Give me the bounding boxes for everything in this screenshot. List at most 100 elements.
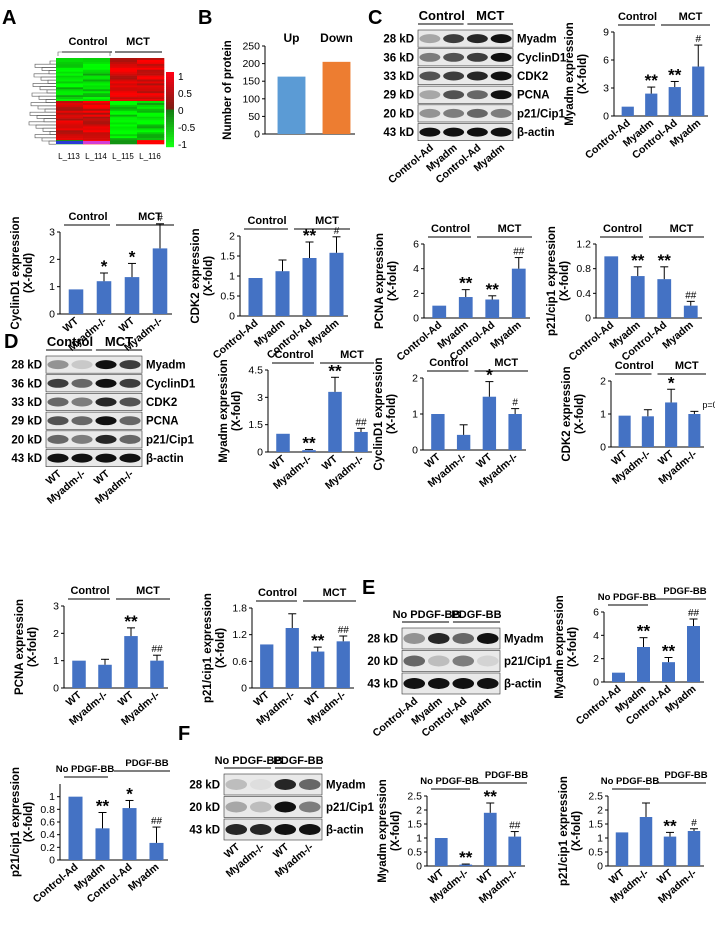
heatmap-cell <box>110 114 138 117</box>
blot-protein-label: Myadm <box>504 634 544 646</box>
significance-mark: ## <box>685 290 697 301</box>
significance-mark: ** <box>124 612 138 631</box>
heatmap-cell <box>110 77 138 80</box>
bar <box>615 832 629 866</box>
group-label: PDGF-BB <box>663 586 706 597</box>
y-tick-label: 1 <box>600 409 606 421</box>
y-tick-label: 4 <box>593 630 599 642</box>
group-label: Control <box>274 349 313 361</box>
group-label: Control <box>258 587 297 599</box>
heatmap-cell <box>137 79 165 82</box>
dendrogram-branch <box>41 67 56 71</box>
blot-protein-label: β-actin <box>146 453 184 465</box>
heatmap-color-scale <box>166 72 174 148</box>
heatmap-cell <box>56 134 84 137</box>
significance-mark: # <box>691 818 697 829</box>
blot-band <box>47 434 69 444</box>
blot-band <box>466 108 488 118</box>
blot-band <box>95 434 117 444</box>
significance-mark: ## <box>338 625 350 636</box>
group-label: MCT <box>670 223 694 235</box>
dendrogram-branch <box>34 63 56 68</box>
heatmap-cell <box>56 128 84 131</box>
heatmap-cell <box>137 108 165 112</box>
dendrogram-branch <box>36 115 56 119</box>
blot-band <box>427 678 450 689</box>
bar <box>508 414 522 450</box>
heatmap-group-mct: MCT <box>126 36 150 48</box>
color-scale-step <box>166 117 174 120</box>
blot-strip <box>45 430 143 449</box>
heatmap-sample-label: L_116 <box>139 152 161 161</box>
bar <box>511 268 526 318</box>
western-blot-c: Control MCT 28 kD Myadm 36 kD CyclinD1 33 kD CD… <box>383 8 567 186</box>
y-axis-label: p21/cip1 expression(X-fold) <box>546 226 571 336</box>
significance-mark: ** <box>668 65 682 84</box>
blot-band <box>225 801 248 813</box>
significance-mark: ## <box>688 608 700 619</box>
heatmap-cell <box>110 65 138 69</box>
y-tick-label: 1.2 <box>232 629 247 641</box>
blot-band <box>452 655 475 667</box>
bar <box>508 836 522 866</box>
blot-band <box>490 127 512 137</box>
y-tick-label: 0 <box>603 111 609 123</box>
y-tick-label: 0.5 <box>588 847 603 859</box>
significance-mark: # <box>695 34 701 45</box>
dendrogram-branch <box>43 118 56 123</box>
heatmap-panel: Control MCT L_113 L_114 L_115 L_116 1 0.… <box>28 36 196 161</box>
heatmap-cell <box>83 87 111 90</box>
significance-mark: ** <box>662 642 676 661</box>
blot-band <box>419 34 441 44</box>
heatmap-cell <box>83 122 111 125</box>
blot-strip <box>417 67 514 85</box>
dendrogram-branch <box>38 95 56 100</box>
y-tick-label: 1 <box>412 409 418 421</box>
y-tick-label: 1.2 <box>576 239 591 251</box>
heatmap-cell <box>56 59 84 63</box>
bar <box>329 252 344 316</box>
y-tick-label: 1.5 <box>588 819 603 831</box>
heatmap-cell <box>83 81 111 84</box>
heatmap-cell <box>56 112 84 115</box>
dendrogram-branch <box>40 76 56 81</box>
y-tick-label: 3 <box>49 227 55 239</box>
dendrogram-branch <box>45 99 56 103</box>
color-scale-step <box>166 79 174 83</box>
heatmap-cell <box>110 95 138 98</box>
y-tick-label: 0 <box>597 861 603 873</box>
y-tick-label: 0.5 <box>220 291 235 303</box>
blot-band <box>71 434 93 444</box>
blot-strip <box>45 393 143 411</box>
bar <box>657 279 672 318</box>
group-label: MCT <box>498 223 522 235</box>
color-scale-step <box>166 137 174 140</box>
heatmap-cell <box>110 99 138 102</box>
group-label: No PDGF-BB <box>56 764 115 775</box>
heatmap-cell <box>137 122 165 125</box>
bar <box>248 278 263 316</box>
heatmap-cell <box>56 120 84 123</box>
blot-size-label: 20 kD <box>189 802 220 814</box>
heatmap-cell <box>110 63 138 67</box>
significance-mark: ** <box>459 274 473 293</box>
heatmap-cell <box>83 65 111 69</box>
heatmap-cell <box>56 108 84 112</box>
blot-strip <box>417 104 514 123</box>
blot-protein-label: CDK2 <box>517 71 548 83</box>
y-tick-label: 0 <box>593 677 599 689</box>
heatmap-scale-tick: 0 <box>178 106 184 117</box>
y-tick-label: 0 <box>53 683 59 695</box>
heatmap-cell <box>83 63 111 67</box>
significance-mark: * <box>486 366 493 385</box>
panel-letter-a: A <box>2 7 16 29</box>
group-label: No PDGF-BB <box>420 776 479 787</box>
y-tick-label: 50 <box>248 111 260 123</box>
heatmap-cell <box>110 67 138 71</box>
blot-band <box>298 801 321 813</box>
y-axis-label: PCNA expression(X-fold) <box>14 599 39 695</box>
significance-mark: ** <box>631 251 645 270</box>
significance-mark: # <box>334 226 340 237</box>
blot-band <box>427 655 450 667</box>
